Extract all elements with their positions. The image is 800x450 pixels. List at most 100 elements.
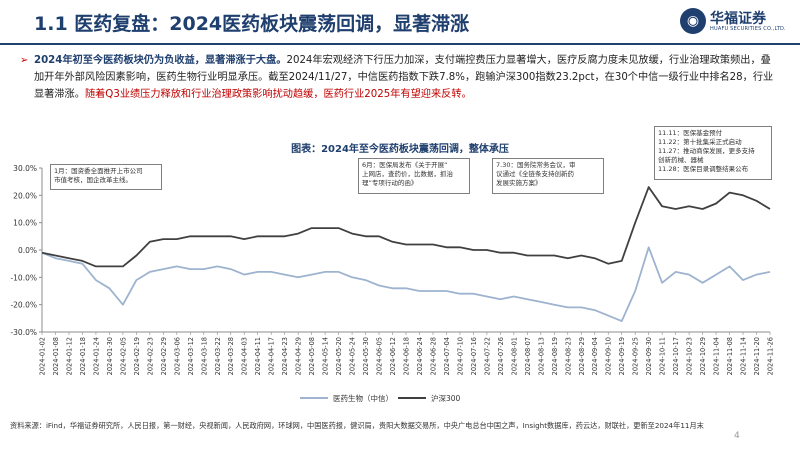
y-tick-label: 10.0% bbox=[13, 219, 37, 228]
x-tick-label: 2024-06-12 bbox=[389, 337, 397, 375]
x-tick-label: 2024-04-29 bbox=[295, 337, 303, 375]
x-tick-label: 2024-09-25 bbox=[632, 337, 640, 375]
header: 1.1 医药复盘：2024医药板块震荡回调，显著滞涨 ◉ 华福证券 HUAFU … bbox=[0, 0, 800, 45]
x-tick-label: 2024-08-23 bbox=[564, 337, 572, 375]
annotation-line: 7.30：国务院常务会议，审 bbox=[496, 161, 576, 169]
chart-title: 图表：2024年至今医药板块震荡回调，整体承压 bbox=[291, 144, 509, 155]
x-tick-label: 2024-02-19 bbox=[133, 337, 141, 375]
x-tick-label: 2024-06-24 bbox=[416, 337, 424, 375]
annotation-line: 6月：医保局发布《关于开展“ bbox=[362, 161, 448, 169]
x-tick-label: 2024-01-12 bbox=[65, 337, 73, 375]
x-tick-label: 2024-01-02 bbox=[39, 337, 47, 375]
annotation-line: 议通过《全链条支持创新药 bbox=[496, 170, 574, 178]
x-tick-label: 2024-04-17 bbox=[268, 337, 276, 375]
y-tick-label: 0.0% bbox=[18, 246, 37, 255]
x-tick-label: 2024-06-05 bbox=[376, 337, 384, 375]
y-tick-label: 30.0% bbox=[13, 164, 37, 173]
annotation-line: 11.28：医保目录调整结果公布 bbox=[658, 165, 749, 173]
x-tick-label: 2024-05-08 bbox=[308, 337, 316, 375]
x-tick-label: 2024-11-26 bbox=[767, 337, 775, 375]
x-tick-label: 2024-04-11 bbox=[254, 337, 262, 375]
summary-paragraph: ➢ 2024年初至今医药板块仍为负收益，显著滞涨于大盘。2024年宏观经济下行压… bbox=[20, 52, 779, 103]
legend-label: 沪深300 bbox=[431, 393, 461, 403]
annotation-line: 11.22：第十批集采正式启动 bbox=[658, 138, 742, 146]
x-tick-label: 2024-05-14 bbox=[322, 337, 330, 375]
x-tick-label: 2024-03-22 bbox=[214, 337, 222, 375]
chart: 30.0% 20.0% 10.0% 0.0% -10.0% -20.0% -30.0% 202… bbox=[0, 126, 800, 420]
x-tick-label: 2024-07-26 bbox=[497, 337, 505, 375]
logo-subtext: HUAFU SECURITIES CO.,LTD. bbox=[710, 26, 786, 32]
annotation-line: 市值考核，国企改革主线。 bbox=[54, 176, 132, 184]
annotation-line: 11.27：推动商保发展，更多支持 bbox=[658, 147, 755, 155]
x-tick-label: 2024-01-08 bbox=[52, 337, 60, 375]
x-tick-label: 2024-02-05 bbox=[119, 337, 127, 375]
x-tick-label: 2024-05-30 bbox=[362, 337, 370, 375]
source-note: 资料来源：iFind，华福证券研究所，人民日报，第一财经，央视新闻，人民政府网，… bbox=[10, 421, 704, 430]
page-number: 4 bbox=[734, 431, 740, 441]
x-tick-label: 2024-04-23 bbox=[281, 337, 289, 375]
x-tick-label: 2024-05-20 bbox=[335, 337, 343, 375]
x-tick-label: 2024-08-07 bbox=[524, 337, 532, 375]
summary-lead: 2024年初至今医药板块仍为负收益，显著滞涨于大盘。 bbox=[34, 55, 287, 66]
x-tick-label: 2024-10-29 bbox=[699, 337, 707, 375]
annotation-line: 理”专项行动的函》 bbox=[362, 179, 418, 187]
title-divider bbox=[0, 43, 800, 45]
x-tick-label: 2024-09-10 bbox=[605, 337, 613, 375]
logo-mark-icon: ◉ bbox=[680, 8, 706, 34]
x-tick-label: 2024-11-20 bbox=[753, 337, 761, 375]
annotation-line: 上网店，查药价，比数据，抓治 bbox=[362, 170, 453, 178]
x-tick-label: 2024-02-23 bbox=[146, 337, 154, 375]
series-line-1 bbox=[41, 186, 771, 268]
annotation-line: 发展实施方案》 bbox=[496, 179, 542, 187]
x-tick-label: 2024-11-04 bbox=[713, 337, 721, 375]
x-tick-label: 2024-01-18 bbox=[79, 337, 87, 375]
x-tick-label: 2024-03-28 bbox=[227, 337, 235, 375]
x-tick-label: 2024-04-03 bbox=[241, 337, 249, 375]
x-tick-label: 2024-03-06 bbox=[173, 337, 181, 375]
x-tick-label: 2024-08-29 bbox=[578, 337, 586, 375]
series-layer bbox=[41, 186, 771, 323]
series-line-0 bbox=[41, 246, 771, 323]
x-tick-label: 2024-11-14 bbox=[740, 337, 748, 375]
x-tick-label: 2024-07-16 bbox=[470, 337, 478, 375]
annotation-line: 11.11：医保基金预付 bbox=[658, 129, 723, 137]
annotation-jun: 6月：医保局发布《关于开展“ 上网店，查药价，比数据，抓治 理”专项行动的函》 bbox=[358, 158, 470, 194]
summary-body: 2024年宏观经济下行压力加深，支付端控费压力显著增大，医疗反腐力度未见放缓，行… bbox=[34, 55, 774, 100]
x-tick-label: 2024-09-04 bbox=[591, 337, 599, 375]
x-tick-label: 2024-06-28 bbox=[429, 337, 437, 375]
x-tick-label: 2024-08-13 bbox=[537, 337, 545, 375]
x-tick-label: 2024-10-17 bbox=[672, 337, 680, 375]
legend-layer: 医药生物（中信） 沪深300 bbox=[300, 393, 461, 403]
x-tick-label: 2024-09-30 bbox=[645, 337, 653, 375]
x-tick-label: 2024-01-24 bbox=[92, 337, 100, 375]
x-tick-label: 2024-11-08 bbox=[726, 337, 734, 375]
x-tick-label: 2024-08-19 bbox=[551, 337, 559, 375]
page-title: 1.1 医药复盘：2024医药板块震荡回调，显著滞涨 bbox=[34, 13, 470, 35]
annotation-line: 1月：国资委全面推开上市公司 bbox=[54, 167, 143, 175]
y-tick-label: -30.0% bbox=[10, 328, 37, 337]
x-tick-label: 2024-03-12 bbox=[187, 337, 195, 375]
x-tick-label: 2024-09-19 bbox=[618, 337, 626, 375]
annotation-jan: 1月：国资委全面推开上市公司 市值考核，国企改革主线。 bbox=[50, 164, 162, 190]
x-tick-label: 2024-07-22 bbox=[483, 337, 491, 375]
y-tick-label: -10.0% bbox=[10, 273, 37, 282]
x-tick-label: 2024-05-24 bbox=[349, 337, 357, 375]
x-tick-label: 2024-03-18 bbox=[200, 337, 208, 375]
bullet-arrow-icon: ➢ bbox=[20, 55, 29, 66]
x-tick-label: 2024-01-30 bbox=[106, 337, 114, 375]
logo-text: 华福证券 bbox=[710, 11, 766, 27]
y-tick-label: 20.0% bbox=[13, 191, 37, 200]
x-tick-label: 2024-02-29 bbox=[160, 337, 168, 375]
brand-logo: ◉ 华福证券 HUAFU SECURITIES CO.,LTD. bbox=[680, 8, 792, 36]
x-tick-label: 2024-10-23 bbox=[686, 337, 694, 375]
x-tick-label: 2024-07-10 bbox=[456, 337, 464, 375]
x-tick-label: 2024-08-01 bbox=[510, 337, 518, 375]
x-tick-label: 2024-07-04 bbox=[443, 337, 451, 375]
x-tick-label: 2024-06-18 bbox=[403, 337, 411, 375]
chart-svg: 30.0%20.0%10.0%0.0%-10.0%-20.0%-30.0%202… bbox=[10, 164, 774, 403]
y-tick-label: -20.0% bbox=[10, 301, 37, 310]
axis-layer: 30.0%20.0%10.0%0.0%-10.0%-20.0%-30.0%202… bbox=[10, 164, 774, 375]
annotation-line: 创新药械、器械 bbox=[658, 156, 704, 164]
legend-label: 医药生物（中信） bbox=[333, 393, 393, 403]
summary-outlook: 随着Q3业绩压力释放和行业治理政策影响扰动趋缓，医药行业2025年有望迎来反转。 bbox=[84, 89, 472, 100]
